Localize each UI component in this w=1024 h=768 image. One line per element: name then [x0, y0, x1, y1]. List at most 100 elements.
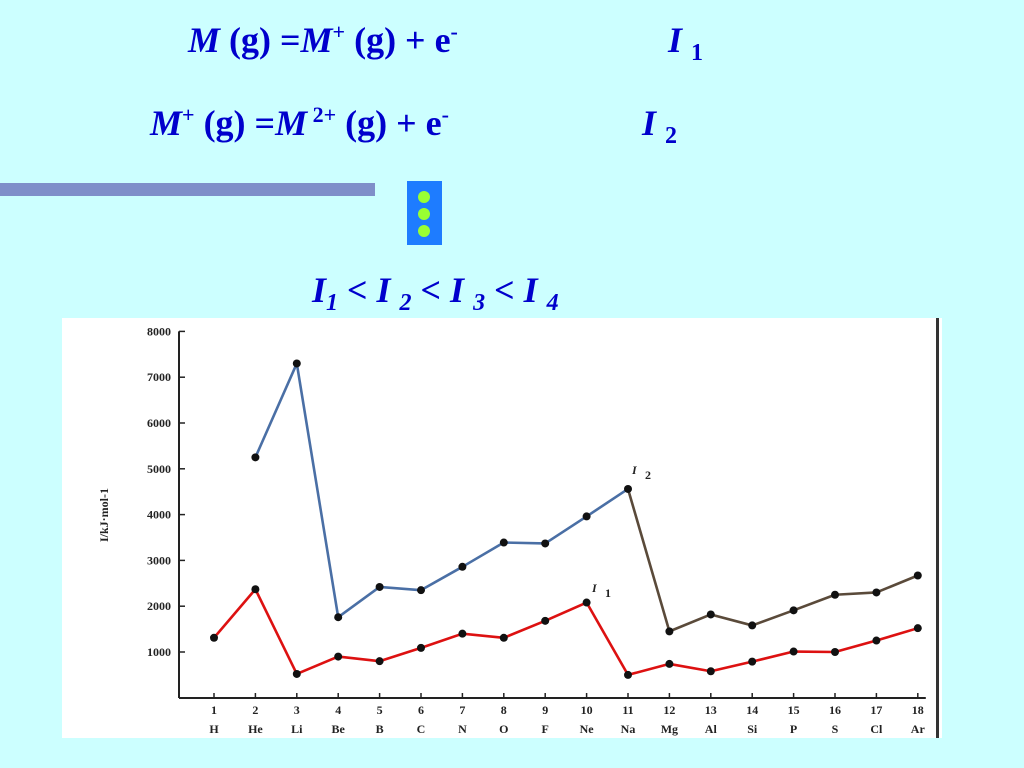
data-point-i1: [913, 624, 922, 633]
data-point-i1: [334, 652, 343, 661]
data-point-i2: [251, 453, 260, 462]
y-tick-label: 6000: [147, 416, 171, 430]
series-label-i1: I: [591, 581, 598, 595]
x-tick-label: 18: [912, 703, 924, 717]
data-point-i1: [417, 643, 425, 652]
element-symbol-label: C: [417, 722, 426, 736]
series-line-i1: [543, 601, 588, 623]
equation-first-ionization: M (g) =M+ (g) + e-: [188, 19, 458, 60]
y-tick-label: 3000: [147, 553, 171, 567]
series-line-i2: [875, 574, 920, 594]
data-point-i1: [624, 670, 632, 679]
y-tick-label: 7000: [147, 370, 171, 384]
y-tick-label: 1000: [147, 645, 171, 659]
data-point-i1: [292, 669, 301, 678]
series-line-i1: [378, 646, 423, 663]
eq-text: (g) =: [220, 20, 301, 60]
ion-subscript: 2: [665, 123, 678, 150]
series-line-i1: [336, 655, 381, 663]
data-point-i2: [748, 621, 757, 630]
ion-symbol: < I: [338, 270, 400, 310]
symbol-m: M: [275, 103, 308, 143]
data-point-i2: [541, 539, 550, 548]
label-i1: I 1: [668, 22, 703, 65]
ellipsis-dot: [418, 191, 430, 203]
ion-symbol: I: [642, 103, 657, 143]
symbol-m: M: [188, 20, 221, 60]
series-line-i2: [792, 593, 837, 612]
data-point-i2: [624, 484, 632, 493]
series-line-i1: [626, 662, 671, 677]
data-point-i2: [292, 359, 301, 368]
ion-symbol: < I: [411, 270, 474, 310]
element-symbol-label: H: [209, 722, 219, 736]
series-line-i1: [709, 660, 754, 673]
data-point-i1: [251, 585, 260, 594]
x-tick-label: 12: [663, 703, 675, 717]
series-line-i2: [419, 565, 464, 592]
data-point-i1: [706, 667, 715, 676]
x-tick-label: 13: [705, 703, 717, 717]
ion-subscript: 2: [399, 290, 412, 317]
series-line-i2: [833, 591, 878, 597]
ion-symbol: I: [312, 270, 327, 310]
charge-sup: -: [441, 102, 449, 127]
data-point-i2: [499, 538, 508, 547]
series-line-i1: [419, 632, 464, 650]
chart-panel-edge: [936, 318, 939, 738]
x-tick-label: 17: [870, 703, 882, 717]
series-line-i1: [254, 587, 299, 676]
series-line-i2: [295, 362, 340, 619]
inequality-ionization-order: I1 < I 2 < I 3 < I 4: [312, 270, 559, 315]
series-line-i2: [378, 585, 423, 592]
data-point-i1: [582, 598, 591, 607]
y-tick-label: 4000: [147, 508, 171, 522]
element-symbol-label: Be: [332, 722, 346, 736]
element-symbol-label: Mg: [661, 722, 678, 736]
x-tick-label: 2: [252, 703, 258, 717]
charge-sup: -: [450, 19, 458, 44]
element-symbol-label: He: [248, 722, 263, 736]
eq-text: (g) + e: [345, 20, 451, 60]
data-point-i2: [665, 627, 674, 636]
label-i2: I 2: [642, 103, 677, 148]
chart-panel: [62, 318, 942, 738]
data-point-i2: [582, 512, 591, 521]
series-line-i2: [502, 541, 547, 545]
ellipsis-dot: [418, 208, 430, 220]
y-tick-label: 2000: [147, 599, 171, 613]
eq-text: (g) + e: [336, 103, 442, 143]
data-point-i2: [789, 606, 798, 615]
series-line-i2: [750, 609, 795, 627]
element-symbol-label: F: [542, 722, 549, 736]
data-point-i2: [831, 590, 839, 599]
x-tick-label: 16: [829, 703, 841, 717]
series-line-i2: [336, 585, 381, 619]
data-point-i2: [417, 586, 425, 595]
x-tick-label: 3: [294, 703, 300, 717]
series-line-i2: [585, 487, 630, 518]
series-line-i1: [295, 655, 340, 676]
data-point-i2: [872, 588, 881, 597]
x-tick-label: 6: [418, 703, 424, 717]
element-symbol-label: B: [376, 722, 384, 736]
element-symbol-label: P: [790, 722, 797, 736]
ion-subscript: 3: [473, 290, 486, 317]
data-point-i1: [210, 633, 218, 642]
ion-subscript: 1: [691, 40, 704, 67]
data-point-i1: [499, 633, 508, 642]
ion-subscript: 4: [546, 290, 559, 317]
y-tick-label: 8000: [147, 324, 171, 338]
element-symbol-label: S: [832, 722, 839, 736]
series-line-i1: [875, 626, 920, 642]
series-line-i1: [461, 632, 506, 640]
series-line-i2: [254, 362, 299, 459]
y-tick-label: 5000: [147, 462, 171, 476]
x-tick-label: 14: [746, 703, 758, 717]
x-tick-label: 1: [211, 703, 217, 717]
data-point-i1: [541, 616, 550, 625]
element-symbol-label: Al: [705, 722, 718, 736]
series-line-i1: [502, 619, 547, 640]
x-tick-label: 15: [788, 703, 800, 717]
element-symbol-label: Si: [747, 722, 758, 736]
